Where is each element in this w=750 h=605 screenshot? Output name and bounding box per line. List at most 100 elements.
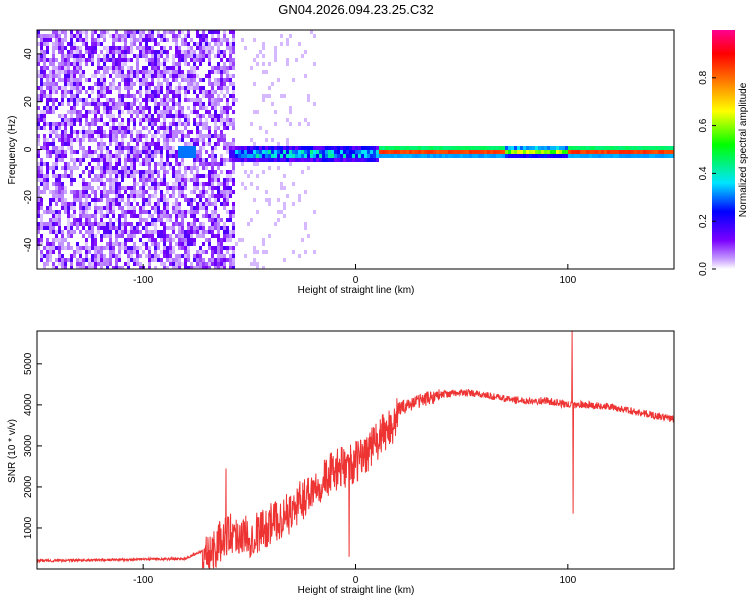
heatmap-cell [184,238,187,242]
heatmap-cell [70,138,73,142]
heatmap-cell [103,110,106,114]
heatmap-cell [79,46,82,50]
heatmap-cell [181,234,184,238]
heatmap-cell [199,42,202,46]
heatmap-cell [133,118,136,122]
heatmap-cell [211,82,214,86]
heatmap-cell [436,154,439,158]
heatmap-cell [556,146,559,150]
heatmap-cell [148,166,151,170]
heatmap-cell [103,170,106,174]
heatmap-cell [586,146,589,150]
heatmap-cell [46,162,49,166]
heatmap-cell [181,226,184,230]
heatmap-cell [151,82,154,86]
heatmap-cell [229,238,232,242]
heatmap-cell [97,66,100,70]
heatmap-cell [196,266,199,269]
heatmap-cell [208,262,211,266]
heatmap-cell [58,154,61,158]
heatmap-cell [40,42,43,46]
heatmap-cell [670,146,673,150]
heatmap-cell [58,30,61,34]
heatmap-cell [343,158,346,162]
heatmap-cell [127,110,130,114]
heatmap-cell [130,38,133,42]
heatmap-cell [577,146,580,150]
heatmap-cell [175,70,178,74]
heatmap-cell [61,134,64,138]
heatmap-cell [217,86,220,90]
heatmap-cell [184,170,187,174]
heatmap-cell [85,194,88,198]
heatmap-cell [130,154,133,158]
heatmap-cell [82,222,85,226]
heatmap-cell [166,162,169,166]
heatmap-cell [142,118,145,122]
heatmap-cell [277,78,280,82]
heatmap-cell [151,78,154,82]
heatmap-cell [43,174,46,178]
heatmap-cell [115,190,118,194]
heatmap-cell [229,170,232,174]
heatmap-cell [88,214,91,218]
heatmap-cell [145,46,148,50]
heatmap-cell [136,130,139,134]
heatmap-cell [223,50,226,54]
heatmap-cell [640,154,643,158]
heatmap-cell [184,78,187,82]
heatmap-cell [127,146,130,150]
heatmap-cell [169,30,172,34]
heatmap-cell [223,126,226,130]
heatmap-cell [247,154,250,158]
heatmap-cell [211,50,214,54]
heatmap-cell [145,74,148,78]
heatmap-cell [148,90,151,94]
heatmap-cell [181,86,184,90]
heatmap-cell [232,118,235,122]
heatmap-cell [124,78,127,82]
heatmap-cell [199,202,202,206]
heatmap-cell [292,250,295,254]
heatmap-cell [196,42,199,46]
heatmap-cell [49,106,52,110]
heatmap-cell [79,86,82,90]
heatmap-cell [55,158,58,162]
heatmap-cell [55,98,58,102]
heatmap-cell [628,154,631,158]
heatmap-cell [334,150,337,154]
heatmap-cell [73,206,76,210]
heatmap-cell [79,30,82,34]
heatmap-cell [184,178,187,182]
heatmap-cell [166,202,169,206]
heatmap-cell [82,194,85,198]
heatmap-cell [172,138,175,142]
heatmap-cell [124,34,127,38]
heatmap-cell [52,42,55,46]
heatmap-cell [85,214,88,218]
heatmap-cell [115,70,118,74]
heatmap-cell [67,42,70,46]
heatmap-cell [103,234,106,238]
heatmap-cell [451,146,454,150]
heatmap-cell [106,106,109,110]
heatmap-cell [58,114,61,118]
heatmap-cell [526,150,529,154]
heatmap-cell [178,178,181,182]
heatmap-cell [187,166,190,170]
heatmap-cell [208,182,211,186]
heatmap-cell [100,182,103,186]
heatmap-cell [124,58,127,62]
heatmap-cell [61,194,64,198]
heatmap-cell [46,210,49,214]
heatmap-cell [61,58,64,62]
heatmap-cell [52,238,55,242]
heatmap-cell [121,170,124,174]
heatmap-cell [205,134,208,138]
heatmap-cell [139,50,142,54]
heatmap-cell [196,82,199,86]
heatmap-cell [193,106,196,110]
heatmap-cell [112,198,115,202]
heatmap-cell [133,190,136,194]
heatmap-cell [169,138,172,142]
